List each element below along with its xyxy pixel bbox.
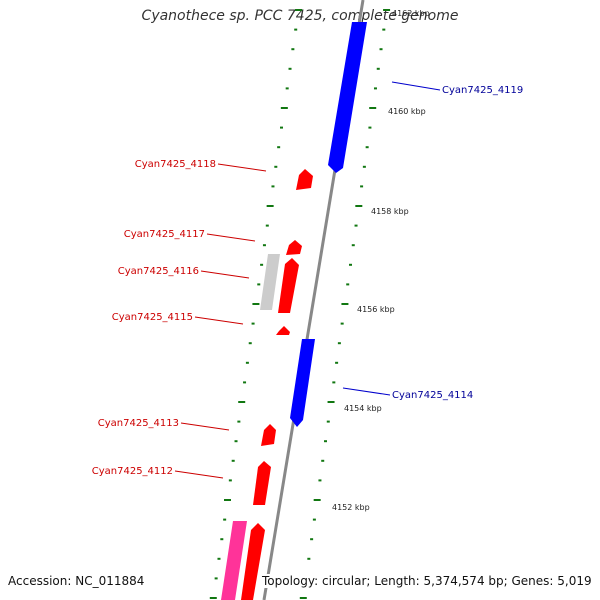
gene-arrow-cyan7425-4118[interactable] (296, 169, 313, 190)
scale-label: 4154 kbp (344, 404, 382, 413)
gene-arrow-cyan7425-4117[interactable] (286, 240, 302, 255)
label-leader (180, 422, 230, 431)
outer-tick-track (299, 9, 391, 599)
label-leader (342, 387, 391, 396)
label-leader (174, 470, 224, 479)
gene-arrow-cyan7425-4112[interactable] (253, 461, 271, 505)
gene-arrow-cyan7425-4114[interactable] (290, 339, 315, 427)
scale-label: 4162 kbp (392, 9, 430, 18)
gene-label[interactable]: Cyan7425_4117 (124, 229, 205, 240)
scale-label: 4156 kbp (357, 305, 395, 314)
label-leader (391, 81, 441, 91)
gene-arrow-cyan7425-4119[interactable] (328, 22, 367, 173)
label-leader (200, 270, 250, 279)
gene-label[interactable]: Cyan7425_4113 (98, 418, 179, 429)
accession-label: Accession: NC_011884 (8, 574, 145, 588)
diagram-title: Cyanothece sp. PCC 7425, complete genome (141, 8, 459, 24)
topology-label: Topology: circular; Length: 5,374,574 bp… (260, 574, 594, 588)
scale-label: 4160 kbp (388, 107, 426, 116)
gene-label[interactable]: Cyan7425_4118 (135, 159, 216, 170)
gene-label[interactable]: Cyan7425_4114 (392, 390, 473, 401)
gene-arrow-cyan7425-4115[interactable] (276, 326, 290, 335)
gene-arrow-pink[interactable] (221, 521, 247, 600)
gene-label[interactable]: Cyan7425_4116 (118, 266, 199, 277)
inner-tick-track (209, 9, 303, 599)
gene-label[interactable]: Cyan7425_4119 (442, 85, 523, 96)
gene-arrow-bottom[interactable] (241, 523, 265, 600)
gene-arrow-cyan7425-4113[interactable] (261, 424, 276, 446)
gene-arrow-rna[interactable] (260, 254, 280, 310)
gene-label[interactable]: Cyan7425_4112 (92, 466, 173, 477)
scale-label: 4152 kbp (332, 503, 370, 512)
gene-arrow-cyan7425-4116[interactable] (278, 258, 299, 313)
gene-label[interactable]: Cyan7425_4115 (112, 312, 193, 323)
label-leader (194, 316, 244, 325)
label-leader (217, 163, 267, 172)
scale-label: 4158 kbp (371, 207, 409, 216)
label-leader (206, 233, 256, 242)
